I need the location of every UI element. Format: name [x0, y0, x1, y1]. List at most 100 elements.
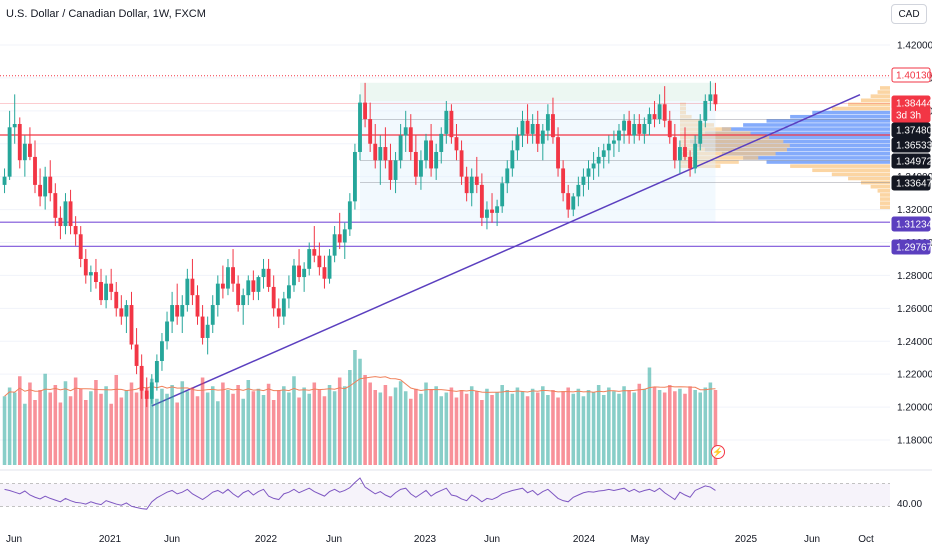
volume-bar: [358, 358, 362, 465]
volume-bar: [713, 390, 718, 465]
volume-bar: [698, 392, 703, 465]
candle-body: [251, 280, 256, 292]
candle-body: [561, 168, 566, 194]
price-tag-label: 1.40130: [896, 71, 932, 82]
time-tick-label: Jun: [804, 534, 820, 545]
volume-bar: [68, 396, 73, 465]
volume-bar: [551, 390, 555, 465]
volume-profile-bar: [831, 172, 890, 177]
volume-bar: [601, 395, 606, 465]
candle-body: [175, 305, 180, 317]
candle-body: [403, 127, 408, 136]
price-tag-label: 1.36533: [896, 141, 932, 152]
price-tick-label: 1.28000: [897, 271, 932, 282]
volume-bar: [490, 395, 494, 465]
candle-body: [271, 286, 276, 309]
currency-button[interactable]: CAD: [891, 4, 927, 24]
volume-bar: [175, 402, 179, 465]
volume-bar: [256, 388, 261, 465]
candle-body: [358, 102, 362, 152]
candle-body: [195, 295, 200, 317]
volume-profile-bar: [704, 131, 890, 136]
candle-body: [677, 147, 682, 161]
volume-profile-bar: [721, 151, 890, 156]
lightning-icon[interactable]: ⚡: [711, 445, 725, 459]
candle-body: [363, 102, 368, 120]
candle-body: [596, 156, 601, 164]
volume-bar: [28, 382, 32, 465]
candle-body: [160, 341, 164, 361]
volume-bar: [683, 393, 687, 465]
volume-profile-bar: [880, 193, 890, 197]
volume-bar: [84, 400, 88, 465]
volume-bar: [231, 393, 235, 465]
candle-body: [53, 193, 58, 218]
volume-profile-bar: [870, 184, 890, 189]
volume-bar: [2, 396, 7, 465]
candle-body: [220, 283, 225, 289]
candle-body: [94, 272, 98, 282]
session-profile-bar: [680, 164, 721, 168]
time-tick-label: May: [631, 534, 650, 545]
session-profile-bar: [680, 110, 686, 115]
candle-body: [27, 143, 32, 157]
candle-body: [510, 150, 515, 169]
volume-bar: [236, 385, 240, 465]
candle-body: [266, 268, 271, 287]
volume-bar: [612, 391, 616, 465]
candle-body: [576, 184, 581, 197]
volume-bar: [342, 386, 347, 465]
candle-body: [586, 168, 591, 177]
candle-body: [215, 283, 220, 306]
candle-body: [693, 143, 698, 169]
volume-bar: [180, 381, 185, 465]
time-tick-label: 2023: [414, 534, 437, 545]
candle-body: [688, 156, 693, 169]
candle-body: [327, 255, 332, 279]
volume-bar: [373, 390, 378, 465]
candle-body: [535, 124, 540, 144]
volume-bar: [449, 387, 454, 465]
candle-body: [413, 151, 418, 177]
volume-bar: [510, 393, 515, 465]
candle-body: [439, 133, 444, 152]
time-tick-label: 2022: [255, 534, 278, 545]
candle-body: [170, 305, 175, 322]
volume-bar: [591, 392, 596, 465]
candle-body: [12, 124, 17, 128]
volume-bar: [221, 382, 225, 465]
volume-bar: [23, 403, 27, 465]
volume-bar: [165, 393, 169, 465]
candle-body: [617, 130, 621, 141]
candle-body: [642, 124, 647, 134]
volume-bar: [693, 390, 697, 465]
time-tick-label: Jun: [484, 534, 500, 545]
volume-profile-bar: [790, 114, 890, 119]
candle-body: [698, 120, 703, 144]
candle-body: [495, 206, 500, 213]
volume-bar: [7, 387, 12, 465]
volume-bar: [464, 393, 469, 465]
volume-bar: [388, 396, 393, 465]
candle-body: [200, 316, 205, 338]
candle-body: [281, 298, 286, 317]
volume-bar: [475, 391, 479, 465]
candle-body: [627, 120, 632, 136]
session-profile-bar: [680, 156, 759, 160]
candle-body: [434, 151, 439, 169]
volume-bar: [43, 373, 47, 465]
volume-bar: [241, 398, 245, 465]
volume-bar: [246, 380, 251, 465]
volume-bar: [596, 385, 601, 465]
candle-body: [226, 267, 230, 289]
volume-bar: [210, 386, 215, 465]
volume-profile-bar: [877, 189, 890, 193]
volume-bar: [495, 392, 499, 465]
volume-bar: [525, 396, 530, 465]
session-profile-bar: [680, 102, 686, 107]
candle-body: [312, 249, 317, 256]
candle-body: [317, 255, 322, 268]
volume-profile-bar: [848, 176, 890, 181]
volume-bar: [403, 391, 408, 465]
